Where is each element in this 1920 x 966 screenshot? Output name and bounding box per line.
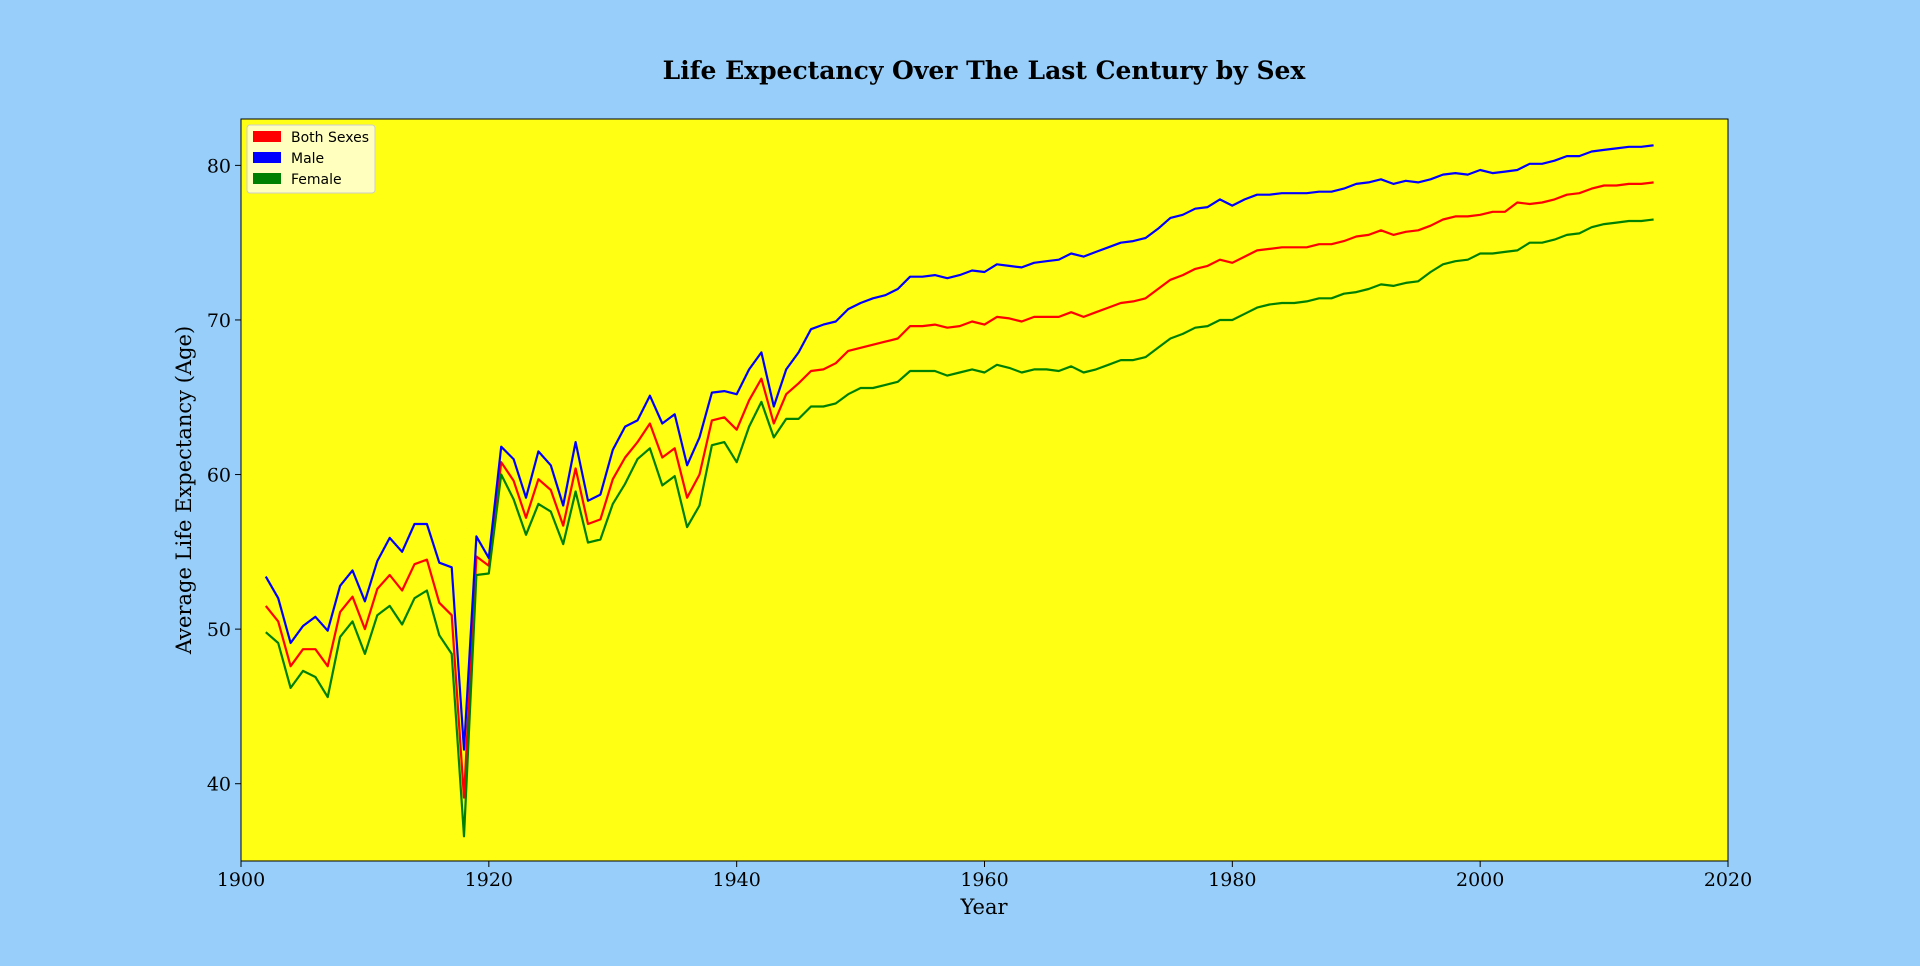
legend: Both Sexes Male Female (246, 124, 376, 194)
legend-swatch-1 (253, 152, 281, 163)
legend-swatch-2 (253, 173, 281, 184)
plot-area (241, 119, 1728, 861)
x-axis: 1900 1920 1940 1960 1980 2000 2020 (217, 861, 1752, 891)
legend-swatch-0 (253, 131, 281, 142)
series-line-0 (264, 181, 1654, 799)
x-tick-label: 1920 (465, 869, 513, 891)
y-tick-label: 80 (207, 155, 231, 177)
x-tick-label: 2020 (1704, 869, 1752, 891)
x-tick-label: 1960 (960, 869, 1008, 891)
series-layer (264, 144, 1654, 838)
legend-label-1: Male (291, 151, 324, 167)
legend-label-2: Female (291, 172, 342, 188)
legend-label-0: Both Sexes (291, 130, 369, 146)
x-tick-label: 1980 (1208, 869, 1256, 891)
series-line-1 (264, 144, 1654, 751)
x-tick-label: 1940 (712, 869, 760, 891)
chart-title: Life Expectancy Over The Last Century by… (663, 56, 1307, 85)
y-tick-label: 70 (207, 310, 231, 332)
y-tick-label: 60 (207, 465, 231, 487)
y-axis-label: Average Life Expectancy (Age) (172, 326, 196, 655)
y-tick-label: 40 (207, 774, 231, 796)
x-tick-label: 1900 (217, 869, 265, 891)
x-tick-label: 2000 (1456, 869, 1504, 891)
x-axis-label: Year (959, 895, 1008, 919)
y-tick-label: 50 (207, 619, 231, 641)
series-line-2 (265, 218, 1654, 838)
y-axis: 40 50 60 70 80 (207, 155, 241, 796)
